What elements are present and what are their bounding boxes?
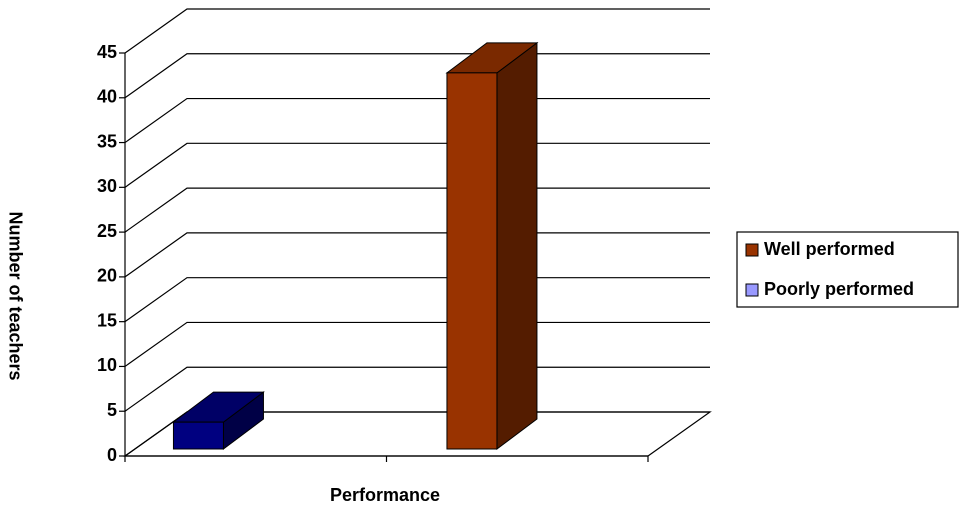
grid-line [124, 187, 710, 233]
y-tick-label: 10 [97, 355, 117, 375]
y-tick-label: 35 [97, 131, 117, 151]
legend-swatch [745, 243, 759, 257]
grid-line [124, 142, 710, 188]
bar [446, 72, 498, 450]
grid-line [124, 321, 710, 367]
y-tick-label: 40 [97, 87, 117, 107]
y-tick-label: 0 [107, 445, 117, 465]
x-axis-label: Performance [330, 485, 440, 505]
bar [172, 421, 224, 450]
y-tick-label: 30 [97, 176, 117, 196]
y-tick-label: 15 [97, 310, 117, 330]
y-axis-label: Number of teachers [5, 211, 25, 380]
grid-line [124, 232, 710, 278]
y-tick-label: 5 [107, 400, 117, 420]
grid-line [124, 53, 710, 99]
grid-line [124, 8, 710, 54]
y-tick-label: 20 [97, 266, 117, 286]
legend-box [736, 231, 959, 308]
bar-side [496, 41, 538, 450]
y-tick-label: 25 [97, 221, 117, 241]
y-tick-label: 45 [97, 42, 117, 62]
grid-line [124, 97, 710, 144]
legend-label: Poorly performed [764, 279, 914, 299]
legend-swatch [745, 283, 759, 297]
grid-line [124, 277, 710, 323]
legend-label: Well performed [764, 239, 895, 259]
